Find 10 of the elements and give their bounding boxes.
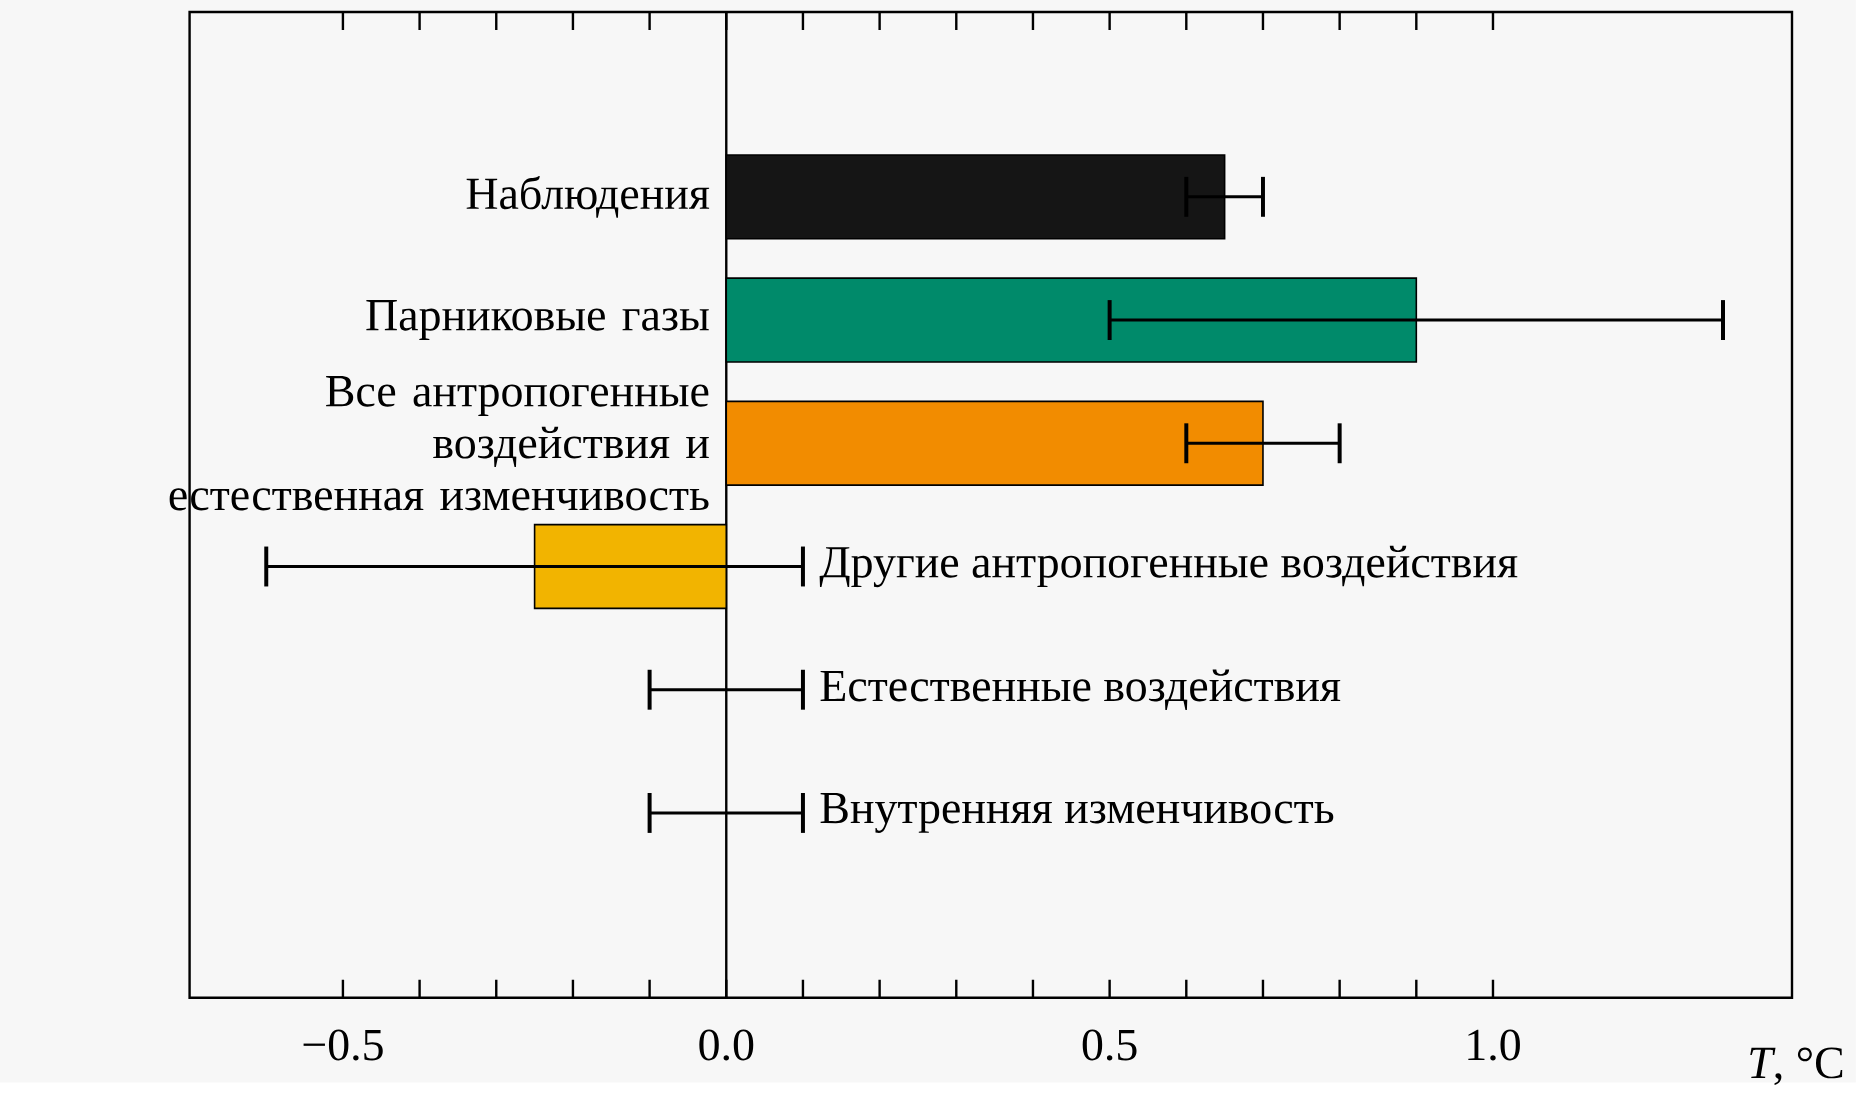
x-tick-label: 1.0 (1468, 1029, 1520, 1061)
x-tick-label: 0.0 (699, 1029, 754, 1061)
x-tick-label: 0.5 (1082, 1029, 1137, 1061)
y-tick-label: Естественные воздействия (820, 669, 1341, 710)
y-tick-label: Парниковые газы (366, 299, 709, 340)
y-tick-label: Наблюдения (466, 175, 710, 218)
y-tick-label: Внутренняя изменчивость (820, 792, 1334, 833)
y-tick-label: Другие антропогенные воздействия (819, 545, 1518, 588)
x-tick-label: −0.5 (303, 1029, 383, 1061)
x-axis-title: T, °C (1750, 1047, 1843, 1085)
